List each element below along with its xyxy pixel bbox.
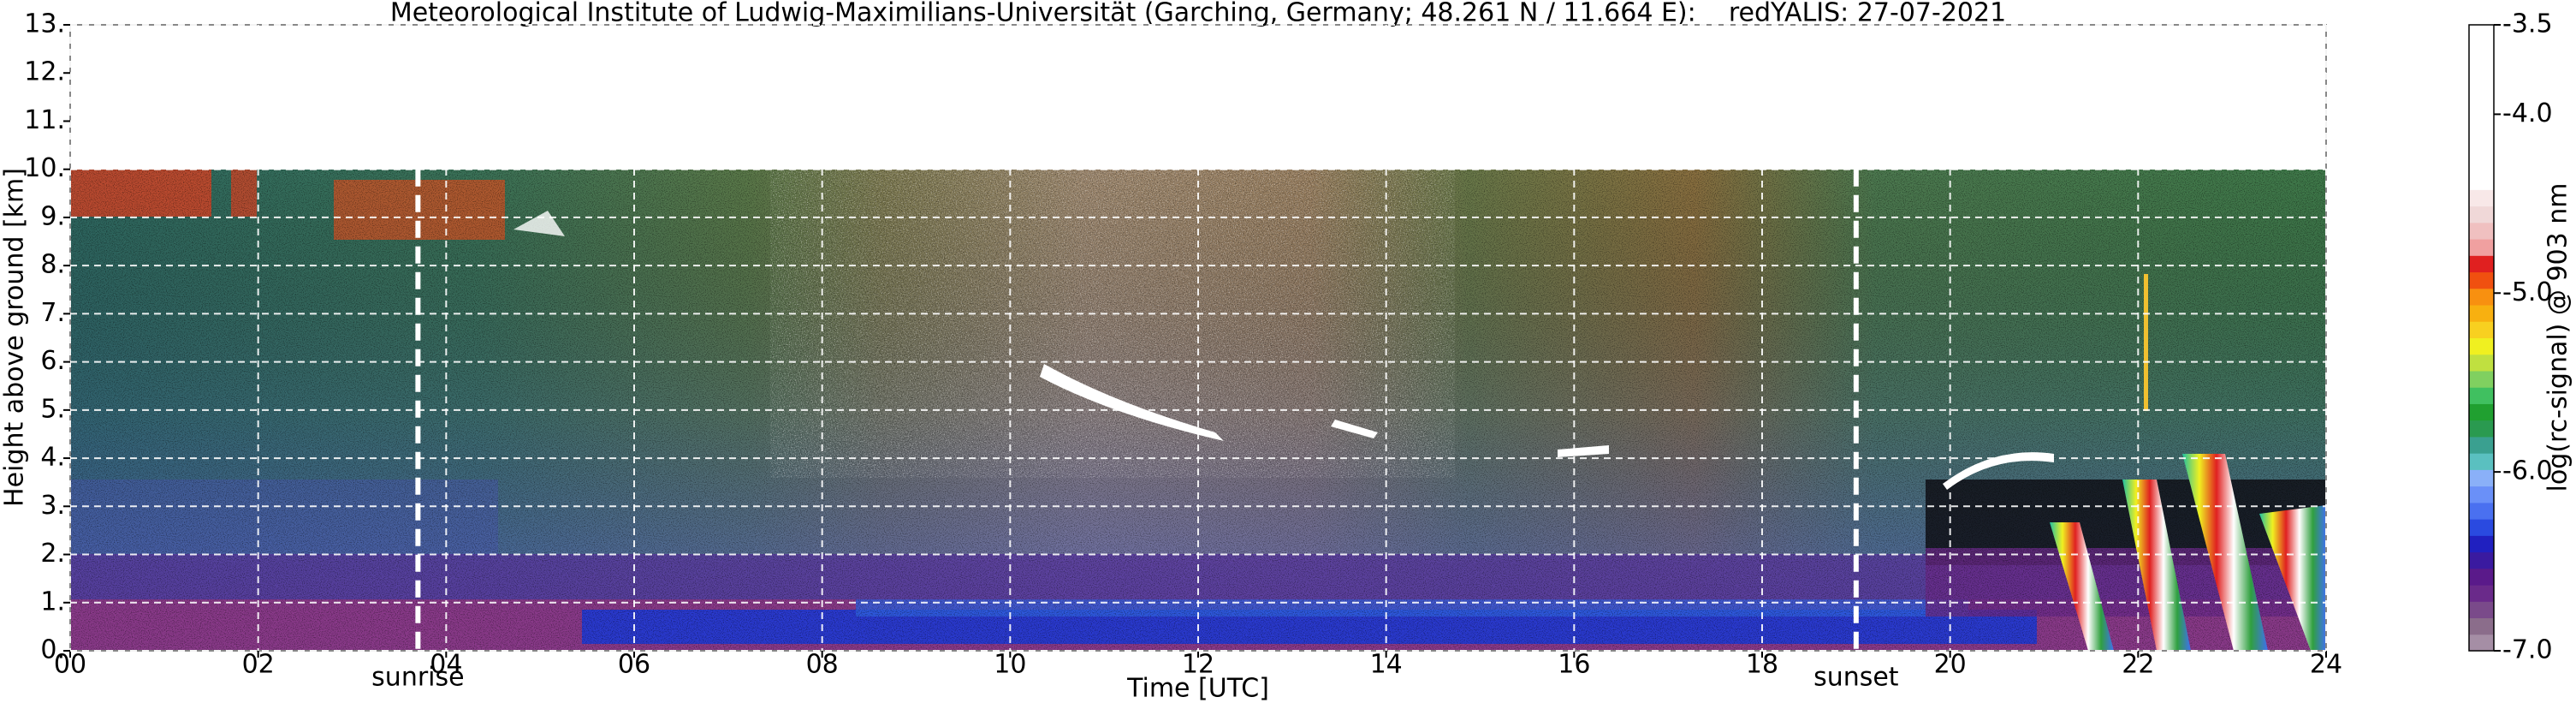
colorbar-segment xyxy=(2469,519,2494,536)
colorbar-segment xyxy=(2469,617,2494,635)
colorbar-segment xyxy=(2469,403,2494,421)
colorbar-segment xyxy=(2469,585,2494,602)
y-tick-label: 3. xyxy=(40,491,65,521)
colorbar-segment xyxy=(2469,486,2494,503)
colorbar-segment xyxy=(2469,74,2494,92)
x-tick-label: 20 xyxy=(1934,650,1967,680)
x-tick-label: 04 xyxy=(430,650,462,680)
colorbar-frame xyxy=(2468,24,2495,652)
y-tick-label: 5. xyxy=(40,394,65,424)
colorbar-segment xyxy=(2469,551,2494,569)
colorbar-segment xyxy=(2469,370,2494,388)
y-tick-label: 6. xyxy=(40,346,65,376)
x-tick-label: 14 xyxy=(1370,650,1403,680)
colorbar-tick-label: -3.5 xyxy=(2502,9,2553,39)
colorbar-segment xyxy=(2469,90,2494,108)
x-tick-label: 02 xyxy=(242,650,275,680)
y-tick-label: 7. xyxy=(40,298,65,328)
chart-title: Meteorological Institute of Ludwig-Maxim… xyxy=(390,0,2006,28)
colorbar-segment xyxy=(2469,288,2494,306)
colorbar-tick-label: -7.0 xyxy=(2502,635,2553,665)
colorbar-segment xyxy=(2469,321,2494,338)
x-tick-label: 12 xyxy=(1182,650,1214,680)
colorbar-segment xyxy=(2469,206,2494,223)
colorbar-segment xyxy=(2469,337,2494,355)
x-tick-label: 10 xyxy=(994,650,1026,680)
colorbar-segment xyxy=(2469,354,2494,372)
y-tick-label: 13. xyxy=(24,9,65,39)
colorbar-segment xyxy=(2469,255,2494,273)
x-tick-label: 00 xyxy=(54,650,86,680)
colorbar-segment xyxy=(2469,271,2494,289)
colorbar-segment xyxy=(2469,436,2494,454)
colorbar-segment xyxy=(2469,305,2494,322)
colorbar-segment xyxy=(2469,189,2494,207)
x-tick-label: 18 xyxy=(1746,650,1778,680)
colorbar-tick-label: -5.0 xyxy=(2502,277,2553,307)
colorbar-segment xyxy=(2469,535,2494,553)
colorbar-segment xyxy=(2469,173,2494,190)
y-tick-label: 1. xyxy=(40,587,65,617)
colorbar-segment xyxy=(2469,140,2494,158)
y-tick-label: 4. xyxy=(40,443,65,473)
y-tick-label: 0. xyxy=(40,635,65,665)
colorbar-segment xyxy=(2469,25,2494,42)
colorbar-segment xyxy=(2469,634,2494,652)
colorbar-segment xyxy=(2469,156,2494,174)
annotation-label: sunset xyxy=(1813,663,1899,693)
colorbar-segment xyxy=(2469,502,2494,520)
y-tick-label: 8. xyxy=(40,250,65,280)
colorbar-segment xyxy=(2469,222,2494,240)
y-tick-label: 10. xyxy=(24,153,65,183)
colorbar-segment xyxy=(2469,469,2494,487)
colorbar-segment xyxy=(2469,568,2494,586)
annotation-label: sunrise xyxy=(371,663,464,693)
colorbar-segment xyxy=(2469,420,2494,438)
colorbar-segment xyxy=(2469,239,2494,256)
x-tick-label: 08 xyxy=(806,650,839,680)
colorbar-segment xyxy=(2469,57,2494,75)
y-axis-label: Height above ground [km] xyxy=(0,168,30,507)
colorbar-segment xyxy=(2469,123,2494,141)
colorbar-tick-label: -4.0 xyxy=(2502,98,2553,128)
x-tick-label: 22 xyxy=(2122,650,2154,680)
colorbar-segment xyxy=(2469,41,2494,58)
y-tick-label: 2. xyxy=(40,539,65,569)
y-tick-label: 9. xyxy=(40,201,65,231)
y-tick-label: 11. xyxy=(24,105,65,135)
colorbar-tick-label: -6.0 xyxy=(2502,456,2553,486)
x-tick-label: 16 xyxy=(1558,650,1590,680)
colorbar-segment xyxy=(2469,601,2494,619)
colorbar-segment xyxy=(2469,387,2494,404)
x-tick-label: 06 xyxy=(618,650,650,680)
x-axis-label: Time [UTC] xyxy=(1126,674,1269,704)
y-tick-label: 12. xyxy=(24,57,65,87)
colorbar-segment xyxy=(2469,107,2494,124)
colorbar-segment xyxy=(2469,453,2494,470)
x-tick-label: 24 xyxy=(2310,650,2342,680)
colorbar-label: log(rc-signal) @ 903 nm xyxy=(2543,183,2573,492)
